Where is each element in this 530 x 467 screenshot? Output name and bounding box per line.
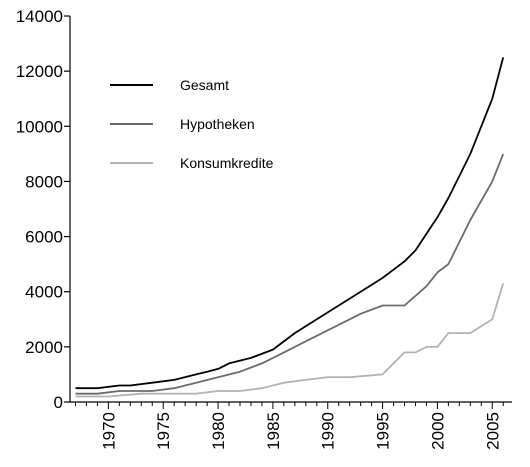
y-tick-label: 0	[54, 393, 63, 412]
legend-label: Konsumkredite	[180, 155, 274, 171]
legend-label: Hypotheken	[180, 116, 255, 132]
x-tick-label: 1995	[374, 412, 393, 450]
chart-axes	[69, 16, 512, 403]
y-tick-label: 2000	[25, 338, 63, 357]
series-line-konsumkredite	[75, 283, 505, 398]
x-tick-label: 2000	[428, 412, 447, 450]
y-tick-label: 10000	[16, 117, 63, 136]
x-tick-label: 2005	[483, 412, 502, 450]
y-tick-label: 14000	[16, 7, 63, 26]
x-tick-label: 1990	[319, 412, 338, 450]
x-axis-ticks: 1970 1975 1980 1985 1990 1995 2000 2005	[74, 402, 504, 450]
legend-label: Gesamt	[180, 77, 229, 93]
y-tick-label: 12000	[16, 62, 63, 81]
y-tick-label: 8000	[25, 172, 63, 191]
series-lines	[75, 57, 505, 398]
x-tick-label: 1970	[99, 412, 118, 450]
y-tick-label: 6000	[25, 228, 63, 247]
legend: Gesamt Hypotheken Konsumkredite	[110, 77, 274, 171]
x-tick-label: 1985	[264, 412, 283, 450]
x-tick-label: 1980	[209, 412, 228, 450]
x-tick-label: 1975	[154, 412, 173, 450]
y-axis-ticks: 0 2000 4000 6000 8000 10000 12000 14000	[16, 7, 70, 412]
y-tick-label: 4000	[25, 283, 63, 302]
series-line-hypotheken	[75, 153, 505, 395]
series-line-gesamt	[75, 57, 505, 390]
